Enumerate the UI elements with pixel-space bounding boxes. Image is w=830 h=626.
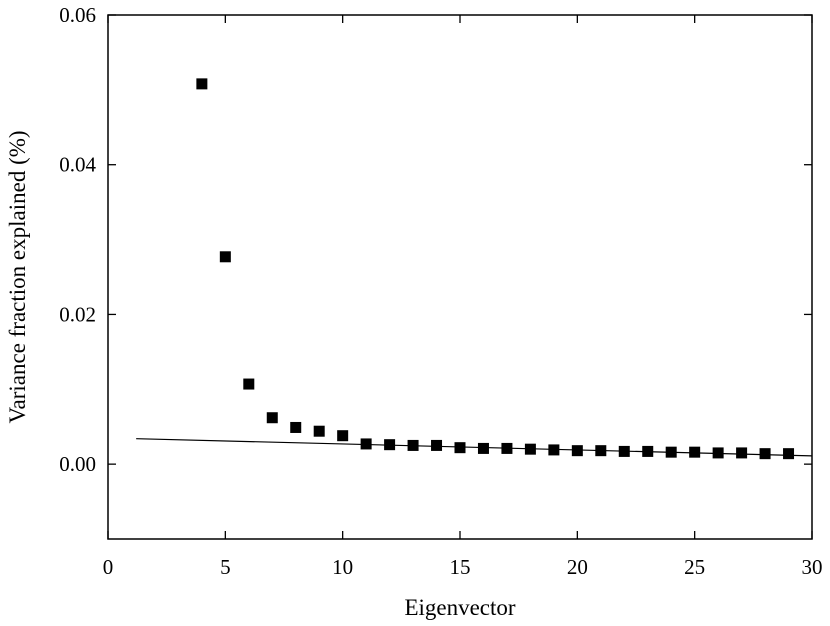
- x-axis-ticks: 0 5 10 15 20 25 30: [103, 15, 823, 579]
- x-tick-label: 5: [220, 555, 231, 579]
- fit-line-group: [136, 438, 813, 457]
- data-point: [290, 421, 302, 433]
- data-point: [618, 445, 630, 457]
- data-point: [689, 446, 701, 458]
- data-point: [595, 445, 607, 457]
- x-tick-label: 25: [684, 555, 705, 579]
- y-axis-ticks: 0.00 0.02 0.04 0.06: [59, 3, 812, 476]
- data-point: [712, 447, 724, 459]
- x-tick-label: 0: [103, 555, 114, 579]
- x-tick-label: 10: [332, 555, 353, 579]
- data-point: [501, 442, 513, 454]
- data-point: [266, 412, 278, 424]
- data-point: [736, 447, 748, 459]
- data-point: [665, 446, 677, 458]
- data-point: [337, 430, 349, 442]
- data-point: [219, 251, 231, 263]
- x-axis-label: Eigenvector: [404, 595, 515, 620]
- data-point: [571, 445, 583, 457]
- x-tick-label: 15: [450, 555, 471, 579]
- y-tick-label: 0.00: [59, 452, 96, 476]
- data-point: [642, 445, 654, 457]
- data-point: [196, 78, 208, 90]
- data-point: [524, 443, 536, 455]
- fit-line: [136, 438, 813, 457]
- data-point: [313, 425, 325, 437]
- data-point: [243, 378, 255, 390]
- data-point: [431, 439, 443, 451]
- data-point: [360, 438, 372, 450]
- data-point: [477, 442, 489, 454]
- data-point: [407, 439, 419, 451]
- y-tick-label: 0.06: [59, 3, 96, 27]
- plot-frame: [107, 14, 813, 540]
- y-tick-label: 0.02: [59, 302, 96, 326]
- y-tick-label: 0.04: [59, 153, 96, 177]
- x-tick-label: 30: [802, 555, 823, 579]
- data-points: [196, 78, 795, 460]
- x-tick-label: 20: [567, 555, 588, 579]
- plot-frame-group: [107, 14, 813, 540]
- data-point: [548, 444, 560, 456]
- data-point: [384, 439, 396, 451]
- data-point: [454, 442, 466, 454]
- data-point: [759, 448, 771, 460]
- y-axis-label: Variance fraction explained (%): [5, 130, 30, 423]
- data-point: [783, 448, 795, 460]
